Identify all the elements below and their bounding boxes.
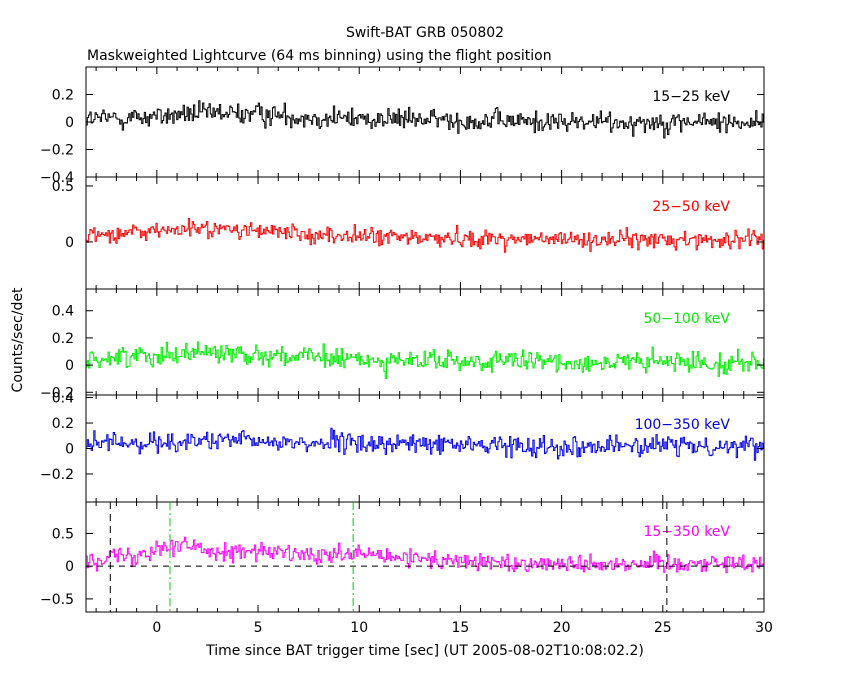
y-tick-label-5-2: 0 (65, 559, 74, 575)
y-tick-label-5-3: −0.5 (40, 592, 74, 608)
series-line-2 (86, 217, 764, 253)
y-tick-label-1-2: 0 (65, 115, 74, 131)
y-tick-label-4-1: 0.4 (52, 391, 74, 407)
chart-title: Swift-BAT GRB 050802 (346, 25, 504, 41)
x-tick-label-1: 0 (152, 620, 161, 636)
x-tick-label-2: 5 (254, 620, 263, 636)
series-line-4 (86, 427, 764, 461)
y-axis-label: Counts/sec/det (10, 287, 26, 392)
y-tick-label-1-1: 0.2 (52, 88, 74, 104)
chart-subtitle: Maskweighted Lightcurve (64 ms binning) … (87, 48, 552, 64)
series-line-3 (86, 341, 764, 379)
y-tick-label-3-4: −0.2 (40, 385, 74, 401)
x-tick-label-5: 20 (553, 620, 571, 636)
band-label-3: 50−100 keV (643, 311, 730, 327)
y-tick-label-1-4: −0.4 (40, 170, 74, 186)
x-tick-label-6: 25 (654, 620, 672, 636)
x-tick-label-4: 15 (452, 620, 470, 636)
x-tick-label-3: 10 (350, 620, 368, 636)
y-tick-label-3-2: 0.2 (52, 331, 74, 347)
y-tick-label-2-1: 0.5 (52, 179, 74, 195)
x-tick-label-7: 30 (755, 620, 773, 636)
band-label-1: 15−25 keV (652, 89, 730, 105)
band-label-4: 100−350 keV (635, 417, 731, 433)
panel-frame-5 (85, 501, 765, 613)
y-tick-label-2-2: 0 (65, 235, 74, 251)
y-tick-label-4-2: 0.2 (52, 416, 74, 432)
band-label-2: 25−50 keV (652, 199, 730, 215)
panel-frame-4 (85, 394, 765, 503)
panels: 0.2 0 −0.2 −0.4 15−25 keV 0.5 0 25−50 keV 0.4 0.2… (40, 66, 773, 636)
panel-frame-2 (85, 176, 765, 290)
band-label-5: 15−350 keV (643, 524, 730, 540)
y-tick-label-3-3: 0 (65, 358, 74, 374)
series-line-1 (86, 100, 764, 139)
panel-frame-3 (85, 288, 765, 396)
y-tick-label-1-3: −0.2 (40, 143, 74, 159)
series-line-5 (86, 536, 764, 574)
x-axis-label: Time since BAT trigger time [sec] (UT 20… (205, 643, 644, 659)
y-tick-label-4-3: 0 (65, 442, 74, 458)
y-tick-label-4-4: −0.2 (40, 467, 74, 483)
y-tick-label-3-1: 0.4 (52, 304, 74, 320)
y-tick-label-5-1: 0.5 (52, 526, 74, 542)
